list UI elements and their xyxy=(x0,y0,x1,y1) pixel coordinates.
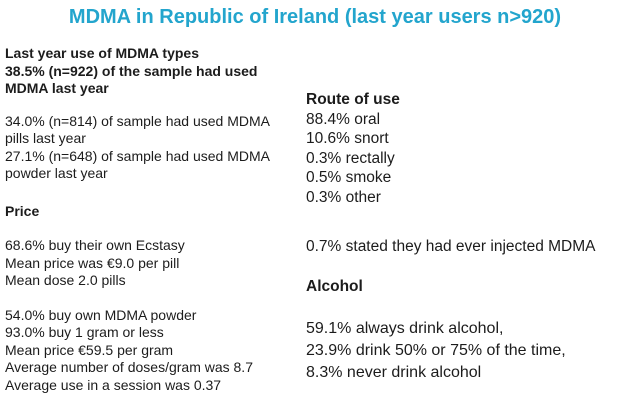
text-line: 0.5% smoke xyxy=(306,169,392,186)
text-line: 0.3% other xyxy=(306,188,381,206)
usage-stats-paragraph: 34.0% (n=814) of sample had used MDMA pi… xyxy=(5,113,305,183)
text-line: Average use in a session was 0.37 xyxy=(5,376,222,393)
text-line: 0.3% rectally xyxy=(306,149,395,167)
slide-title: MDMA in Republic of Ireland (last year u… xyxy=(68,6,562,28)
pill-price-paragraph: 68.6% buy their own Ecstasy Mean price w… xyxy=(5,237,305,290)
last-year-use-heading: Last year use of MDMA types 38.5% (n=922… xyxy=(5,45,305,98)
text-line: MDMA last year xyxy=(5,80,109,96)
text-line: 27.1% (n=648) of sample had used MDMA xyxy=(5,147,270,164)
text-line: pills last year xyxy=(5,130,86,146)
text-line: Average number of doses/gram was 8.7 xyxy=(5,359,253,375)
text-line: powder last year xyxy=(5,165,108,181)
text-line: 8.3% never drink alcohol xyxy=(306,364,482,381)
route-of-use-heading: Route of use xyxy=(306,91,400,108)
alcohol-heading: Alcohol xyxy=(306,277,363,295)
text-line: Last year use of MDMA types xyxy=(5,45,199,61)
text-line: 10.6% snort xyxy=(306,130,389,147)
text-line: 34.0% (n=814) of sample had used MDMA xyxy=(5,112,270,129)
injected-statement: 0.7% stated they had ever injected MDMA xyxy=(306,238,596,255)
text-line: 93.0% buy 1 gram or less xyxy=(5,324,164,340)
text-line: 68.6% buy their own Ecstasy xyxy=(5,237,185,253)
text-line: Mean dose 2.0 pills xyxy=(5,272,126,288)
price-heading: Price xyxy=(5,202,40,219)
text-line: 59.1% always drink alcohol, xyxy=(306,320,504,337)
text-line: 23.9% drink 50% or 75% of the time, xyxy=(306,342,566,359)
text-line: Mean price was €9.0 per pill xyxy=(5,254,180,271)
left-column: Last year use of MDMA types 38.5% (n=922… xyxy=(5,45,305,394)
route-of-use-paragraph: Route of use 88.4% oral 10.6% snort 0.3%… xyxy=(306,90,630,207)
alcohol-paragraph: 59.1% always drink alcohol, 23.9% drink … xyxy=(306,318,630,384)
text-line: 38.5% (n=922) of the sample had used xyxy=(5,62,258,79)
text-line: Mean price €59.5 per gram xyxy=(5,341,174,358)
powder-price-paragraph: 54.0% buy own MDMA powder 93.0% buy 1 gr… xyxy=(5,307,305,395)
right-column: Route of use 88.4% oral 10.6% snort 0.3%… xyxy=(306,90,630,384)
text-line: 88.4% oral xyxy=(306,110,381,128)
text-line: 54.0% buy own MDMA powder xyxy=(5,306,197,323)
